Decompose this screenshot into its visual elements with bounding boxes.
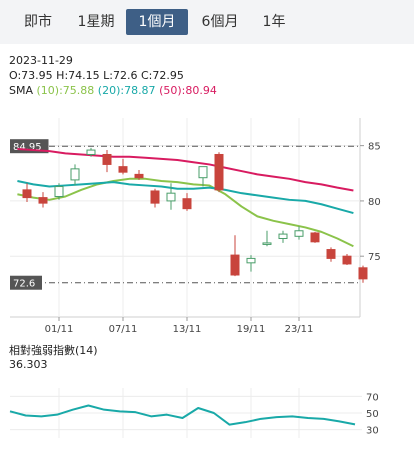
candlestick [166,183,176,210]
candlestick [294,226,304,240]
candle-body [262,242,272,245]
ohlc-values: O:73.95 H:74.15 L:72.6 C:72.95 [9,68,217,83]
close-value: C:72.95 [140,69,184,82]
candlestick [262,230,272,247]
candle-body [118,166,128,173]
candle-body [358,267,368,280]
sma-values: SMA (10):75.88 (20):78.87 (50):80.94 [9,83,217,98]
candle-body [102,153,112,165]
candlestick [86,147,96,157]
candlestick [246,255,256,272]
sma-label: SMA [9,84,33,97]
candle-body [54,186,64,197]
open-value: O:73.95 [9,69,53,82]
candle-body [182,198,192,210]
candlestick [54,183,64,200]
candle-body [134,173,144,179]
rsi-chart: 30 50 70 [9,388,379,438]
sma50-line [17,147,354,192]
price-chart: 75 80 85 01/11 07/11 13/11 19/11 23/11 84.95 72.6 [10,118,381,335]
x-tick-label: 19/11 [237,324,266,335]
sma20-value: (20):78.87 [97,84,156,97]
candle-body [150,190,160,204]
candle-body [38,197,48,204]
candlestick [198,166,208,187]
x-tick-label: 13/11 [173,324,202,335]
tab-realtime[interactable]: 即市 [24,14,52,30]
candle-body [310,232,320,243]
tab-1-week[interactable]: 1星期 [77,14,115,30]
high-value: H:74.15 [56,69,100,82]
candlestick [358,265,368,283]
rsi-title: 相對強弱指數(14) [9,344,98,357]
x-tick-label: 23/11 [285,324,314,335]
y-tick-label: 85 [368,142,381,153]
candle-body [294,230,304,237]
y-tick-label: 75 [368,252,381,263]
tab-6-months[interactable]: 6個月 [201,14,239,30]
rsi-tick-label: 50 [366,409,379,420]
candlestick [150,188,160,208]
rsi-tick-label: 70 [366,392,379,403]
level-marker-box [10,275,42,290]
candle-body [22,189,32,199]
rsi-line [9,404,356,426]
candle-body [198,166,208,179]
candlestick [38,192,48,208]
tab-1-month[interactable]: 1個月 [126,9,188,35]
low-value: L:72.6 [103,69,138,82]
candle-body [86,149,96,155]
rsi-tick-label: 30 [366,426,379,437]
candle-body [342,255,352,265]
candlestick [22,183,32,203]
level-marker-label: 72.6 [13,279,35,290]
sma50-value: (50):80.94 [159,84,217,97]
candle-body [326,249,336,259]
period-tab-bar: 即市 1星期 1個月 6個月 1年 [0,0,414,44]
candlestick [326,247,336,262]
rsi-panel-label: 相對強弱指數(14) 36.303 [9,344,98,372]
candlestick [230,235,240,277]
level-marker-label: 84.95 [13,142,42,153]
candlestick [70,164,80,186]
candlestick [214,152,224,193]
candlestick [342,253,352,266]
sma20-line [17,180,354,215]
candle-body [214,153,224,191]
candlestick [118,158,128,175]
x-tick-label: 01/11 [45,324,74,335]
candle-body [230,254,240,276]
y-tick-label: 80 [368,197,381,208]
candle-body [278,233,288,240]
sma10-value: (10):75.88 [36,84,95,97]
candle-body [246,257,256,264]
ohlc-info-panel: 2023-11-29 O:73.95 H:74.15 L:72.6 C:72.9… [9,53,217,98]
candle-body [70,168,80,181]
candlestick [102,150,112,173]
candlestick [134,169,144,180]
candle-body [166,192,176,202]
sma10-line [17,177,354,248]
rsi-current-value: 36.303 [9,358,48,371]
tab-1-year[interactable]: 1年 [262,14,286,30]
candlestick [310,231,320,243]
x-tick-label: 07/11 [109,324,138,335]
candlestick [182,193,192,211]
candlestick [278,230,288,243]
quote-date: 2023-11-29 [9,54,73,67]
